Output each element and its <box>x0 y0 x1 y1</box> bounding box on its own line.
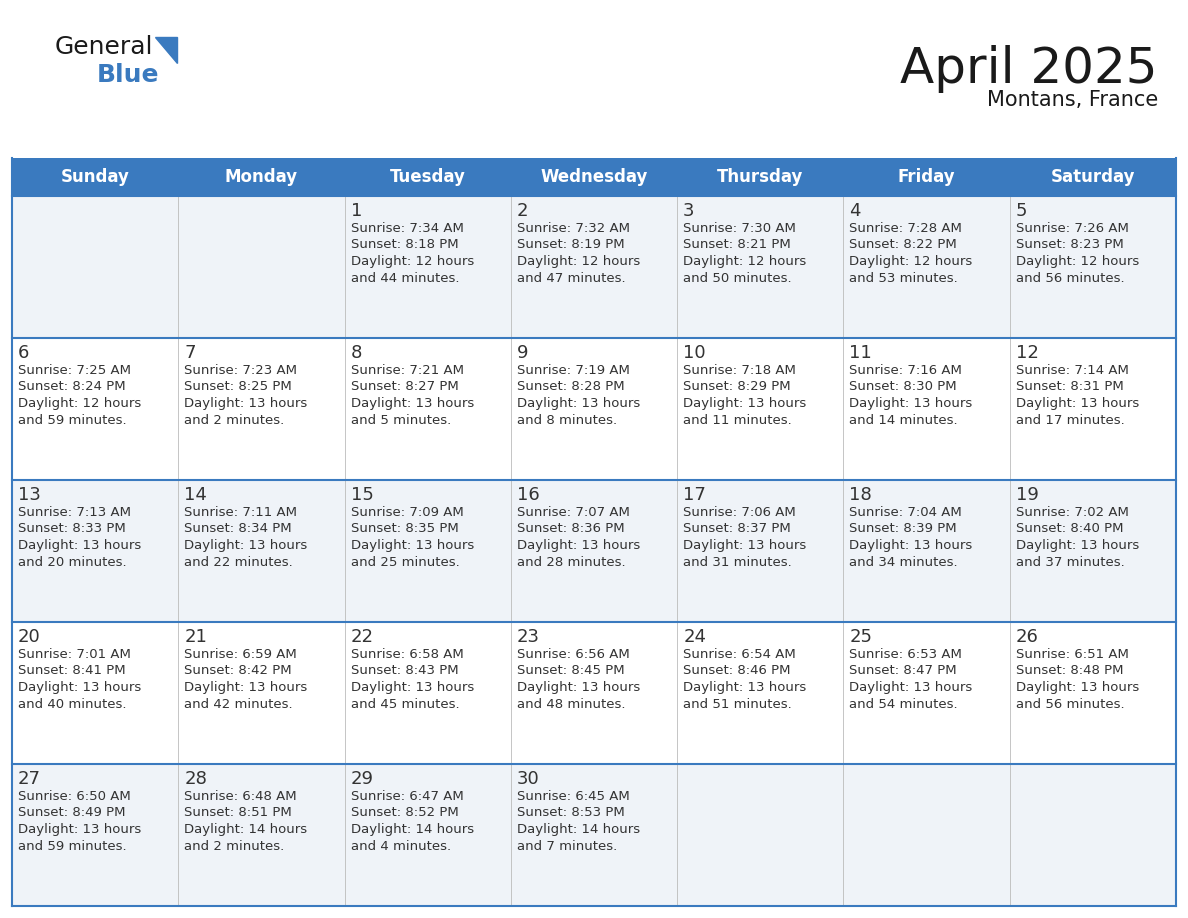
Text: Sunrise: 7:25 AM
Sunset: 8:24 PM
Daylight: 12 hours
and 59 minutes.: Sunrise: 7:25 AM Sunset: 8:24 PM Dayligh… <box>18 364 141 427</box>
Text: Sunrise: 7:01 AM
Sunset: 8:41 PM
Daylight: 13 hours
and 40 minutes.: Sunrise: 7:01 AM Sunset: 8:41 PM Dayligh… <box>18 648 141 711</box>
Polygon shape <box>154 37 177 63</box>
Text: Sunrise: 7:02 AM
Sunset: 8:40 PM
Daylight: 13 hours
and 37 minutes.: Sunrise: 7:02 AM Sunset: 8:40 PM Dayligh… <box>1016 506 1139 568</box>
Text: 24: 24 <box>683 628 706 646</box>
Text: 17: 17 <box>683 486 706 504</box>
Text: Sunrise: 6:51 AM
Sunset: 8:48 PM
Daylight: 13 hours
and 56 minutes.: Sunrise: 6:51 AM Sunset: 8:48 PM Dayligh… <box>1016 648 1139 711</box>
Text: Sunrise: 7:28 AM
Sunset: 8:22 PM
Daylight: 12 hours
and 53 minutes.: Sunrise: 7:28 AM Sunset: 8:22 PM Dayligh… <box>849 222 973 285</box>
Text: 3: 3 <box>683 202 695 220</box>
Text: Sunrise: 6:45 AM
Sunset: 8:53 PM
Daylight: 14 hours
and 7 minutes.: Sunrise: 6:45 AM Sunset: 8:53 PM Dayligh… <box>517 790 640 853</box>
Text: 11: 11 <box>849 344 872 362</box>
Text: 12: 12 <box>1016 344 1038 362</box>
Text: 13: 13 <box>18 486 40 504</box>
Text: Sunrise: 7:19 AM
Sunset: 8:28 PM
Daylight: 13 hours
and 8 minutes.: Sunrise: 7:19 AM Sunset: 8:28 PM Dayligh… <box>517 364 640 427</box>
Text: 25: 25 <box>849 628 872 646</box>
Text: 16: 16 <box>517 486 539 504</box>
Text: Sunrise: 7:16 AM
Sunset: 8:30 PM
Daylight: 13 hours
and 14 minutes.: Sunrise: 7:16 AM Sunset: 8:30 PM Dayligh… <box>849 364 973 427</box>
Text: Sunrise: 7:32 AM
Sunset: 8:19 PM
Daylight: 12 hours
and 47 minutes.: Sunrise: 7:32 AM Sunset: 8:19 PM Dayligh… <box>517 222 640 285</box>
Text: Sunrise: 7:07 AM
Sunset: 8:36 PM
Daylight: 13 hours
and 28 minutes.: Sunrise: 7:07 AM Sunset: 8:36 PM Dayligh… <box>517 506 640 568</box>
Text: Wednesday: Wednesday <box>541 168 647 186</box>
Bar <box>12 480 1176 622</box>
Bar <box>12 622 1176 764</box>
Text: Sunrise: 7:26 AM
Sunset: 8:23 PM
Daylight: 12 hours
and 56 minutes.: Sunrise: 7:26 AM Sunset: 8:23 PM Dayligh… <box>1016 222 1139 285</box>
Text: Sunrise: 6:53 AM
Sunset: 8:47 PM
Daylight: 13 hours
and 54 minutes.: Sunrise: 6:53 AM Sunset: 8:47 PM Dayligh… <box>849 648 973 711</box>
Text: Sunrise: 7:09 AM
Sunset: 8:35 PM
Daylight: 13 hours
and 25 minutes.: Sunrise: 7:09 AM Sunset: 8:35 PM Dayligh… <box>350 506 474 568</box>
Text: Sunrise: 6:47 AM
Sunset: 8:52 PM
Daylight: 14 hours
and 4 minutes.: Sunrise: 6:47 AM Sunset: 8:52 PM Dayligh… <box>350 790 474 853</box>
Text: 15: 15 <box>350 486 373 504</box>
Text: Sunrise: 6:48 AM
Sunset: 8:51 PM
Daylight: 14 hours
and 2 minutes.: Sunrise: 6:48 AM Sunset: 8:51 PM Dayligh… <box>184 790 308 853</box>
Bar <box>12 158 1176 196</box>
Text: Sunrise: 7:21 AM
Sunset: 8:27 PM
Daylight: 13 hours
and 5 minutes.: Sunrise: 7:21 AM Sunset: 8:27 PM Dayligh… <box>350 364 474 427</box>
Bar <box>12 764 1176 906</box>
Text: 6: 6 <box>18 344 30 362</box>
Text: 8: 8 <box>350 344 362 362</box>
Text: 30: 30 <box>517 770 539 788</box>
Text: Sunrise: 7:04 AM
Sunset: 8:39 PM
Daylight: 13 hours
and 34 minutes.: Sunrise: 7:04 AM Sunset: 8:39 PM Dayligh… <box>849 506 973 568</box>
Text: Sunrise: 7:11 AM
Sunset: 8:34 PM
Daylight: 13 hours
and 22 minutes.: Sunrise: 7:11 AM Sunset: 8:34 PM Dayligh… <box>184 506 308 568</box>
Text: Sunrise: 7:18 AM
Sunset: 8:29 PM
Daylight: 13 hours
and 11 minutes.: Sunrise: 7:18 AM Sunset: 8:29 PM Dayligh… <box>683 364 807 427</box>
Bar <box>12 338 1176 480</box>
Text: 18: 18 <box>849 486 872 504</box>
Text: 27: 27 <box>18 770 42 788</box>
Text: 21: 21 <box>184 628 207 646</box>
Text: Friday: Friday <box>898 168 955 186</box>
Text: 5: 5 <box>1016 202 1028 220</box>
Text: Montans, France: Montans, France <box>987 90 1158 110</box>
Text: April 2025: April 2025 <box>901 45 1158 93</box>
Text: Blue: Blue <box>97 63 159 87</box>
Text: 22: 22 <box>350 628 373 646</box>
Text: 28: 28 <box>184 770 207 788</box>
Text: 20: 20 <box>18 628 40 646</box>
Text: 10: 10 <box>683 344 706 362</box>
Bar <box>12 196 1176 338</box>
Text: Saturday: Saturday <box>1050 168 1135 186</box>
Text: Sunrise: 6:54 AM
Sunset: 8:46 PM
Daylight: 13 hours
and 51 minutes.: Sunrise: 6:54 AM Sunset: 8:46 PM Dayligh… <box>683 648 807 711</box>
Text: 4: 4 <box>849 202 861 220</box>
Text: Sunrise: 7:14 AM
Sunset: 8:31 PM
Daylight: 13 hours
and 17 minutes.: Sunrise: 7:14 AM Sunset: 8:31 PM Dayligh… <box>1016 364 1139 427</box>
Text: Sunrise: 7:34 AM
Sunset: 8:18 PM
Daylight: 12 hours
and 44 minutes.: Sunrise: 7:34 AM Sunset: 8:18 PM Dayligh… <box>350 222 474 285</box>
Text: Sunday: Sunday <box>61 168 129 186</box>
Text: Sunrise: 7:13 AM
Sunset: 8:33 PM
Daylight: 13 hours
and 20 minutes.: Sunrise: 7:13 AM Sunset: 8:33 PM Dayligh… <box>18 506 141 568</box>
Text: Sunrise: 7:30 AM
Sunset: 8:21 PM
Daylight: 12 hours
and 50 minutes.: Sunrise: 7:30 AM Sunset: 8:21 PM Dayligh… <box>683 222 807 285</box>
Text: Sunrise: 7:06 AM
Sunset: 8:37 PM
Daylight: 13 hours
and 31 minutes.: Sunrise: 7:06 AM Sunset: 8:37 PM Dayligh… <box>683 506 807 568</box>
Text: 19: 19 <box>1016 486 1038 504</box>
Text: 1: 1 <box>350 202 362 220</box>
Text: Sunrise: 6:50 AM
Sunset: 8:49 PM
Daylight: 13 hours
and 59 minutes.: Sunrise: 6:50 AM Sunset: 8:49 PM Dayligh… <box>18 790 141 853</box>
Text: 2: 2 <box>517 202 529 220</box>
Text: 14: 14 <box>184 486 207 504</box>
Text: Sunrise: 6:58 AM
Sunset: 8:43 PM
Daylight: 13 hours
and 45 minutes.: Sunrise: 6:58 AM Sunset: 8:43 PM Dayligh… <box>350 648 474 711</box>
Text: Monday: Monday <box>225 168 298 186</box>
Text: Sunrise: 6:56 AM
Sunset: 8:45 PM
Daylight: 13 hours
and 48 minutes.: Sunrise: 6:56 AM Sunset: 8:45 PM Dayligh… <box>517 648 640 711</box>
Text: 7: 7 <box>184 344 196 362</box>
Text: Sunrise: 6:59 AM
Sunset: 8:42 PM
Daylight: 13 hours
and 42 minutes.: Sunrise: 6:59 AM Sunset: 8:42 PM Dayligh… <box>184 648 308 711</box>
Text: General: General <box>55 35 153 59</box>
Text: 23: 23 <box>517 628 539 646</box>
Text: 29: 29 <box>350 770 373 788</box>
Text: Tuesday: Tuesday <box>390 168 466 186</box>
Text: 26: 26 <box>1016 628 1038 646</box>
Text: Sunrise: 7:23 AM
Sunset: 8:25 PM
Daylight: 13 hours
and 2 minutes.: Sunrise: 7:23 AM Sunset: 8:25 PM Dayligh… <box>184 364 308 427</box>
Text: Thursday: Thursday <box>718 168 803 186</box>
Text: 9: 9 <box>517 344 529 362</box>
